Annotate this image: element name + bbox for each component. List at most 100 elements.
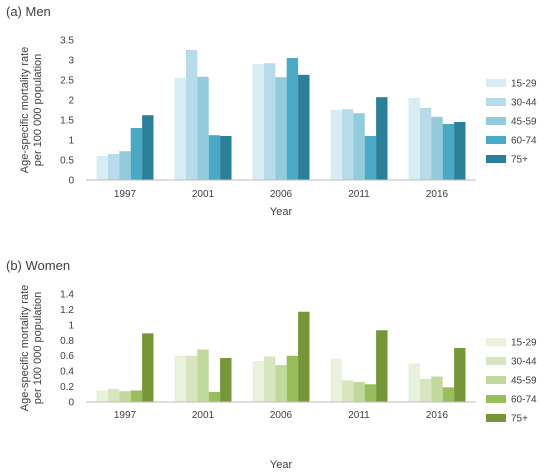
bar (174, 78, 186, 180)
legend-label: 30-44 (511, 98, 537, 109)
bar (454, 122, 466, 180)
bar (130, 390, 143, 402)
y-tick-label: 2 (68, 96, 74, 107)
y-axis-title-line-1: Age-specific mortality rate (19, 285, 31, 412)
x-tick-label: 1997 (114, 410, 137, 421)
x-tick-labels: 1997 2001 2006 2011 2016 (114, 410, 449, 421)
y-tick-label: 1.2 (60, 305, 74, 316)
bar (220, 358, 232, 402)
legend-swatch (486, 136, 506, 144)
legend: 15-29 30-44 45-59 60-74 75+ (486, 79, 537, 166)
y-tick-label: 0.6 (60, 351, 74, 362)
legend-swatch (486, 395, 506, 403)
bar (376, 330, 388, 402)
bar (298, 311, 310, 402)
x-tick-label: 2011 (348, 410, 370, 421)
bars (96, 311, 466, 402)
y-axis-title-line-2: per 100 000 population (32, 54, 44, 167)
bar (286, 355, 299, 402)
y-tick-label: 1.4 (60, 290, 74, 301)
bar (442, 387, 455, 402)
bar (208, 391, 221, 402)
y-tick-label: 2.5 (60, 76, 74, 87)
bar (96, 390, 108, 402)
y-axis-title-line-2: per 100 000 population (32, 292, 44, 405)
y-tick-label: 0.5 (60, 156, 74, 167)
legend-swatch (486, 414, 506, 422)
bar (419, 108, 432, 180)
bar (431, 116, 443, 180)
legend-swatch (486, 376, 506, 384)
x-tick-label: 2001 (192, 410, 215, 421)
bar (419, 378, 432, 402)
y-axis-title-line-1: Age-specific mortality rate (19, 47, 31, 174)
bar (275, 77, 287, 180)
bar (263, 63, 276, 181)
bar (142, 333, 154, 402)
x-tick-label: 2006 (270, 189, 293, 200)
bar (263, 356, 276, 402)
bar (119, 151, 131, 180)
panel-title: (b) Women (6, 258, 70, 273)
bar (107, 154, 120, 180)
x-axis-title: Year (270, 206, 293, 218)
bar (185, 50, 198, 180)
y-tick-labels: 0 0.2 0.4 0.6 0.8 1 1.2 1.4 (60, 290, 74, 409)
bar (252, 64, 264, 180)
x-tick-label: 2001 (192, 189, 215, 200)
legend: 15-29 30-44 45-59 60-74 75+ (486, 338, 537, 425)
bar (174, 355, 186, 402)
y-tick-label: 0.4 (60, 367, 74, 378)
legend-label: 30-44 (511, 357, 537, 368)
bar (341, 109, 354, 180)
y-tick-label: 1.5 (60, 116, 74, 127)
legend-label: 15-29 (511, 338, 537, 349)
legend-label: 60-74 (511, 395, 537, 406)
bar (96, 156, 108, 180)
bars (96, 50, 466, 181)
legend-label: 60-74 (511, 136, 537, 147)
bar (220, 136, 232, 180)
panel-title: (a) Men (6, 4, 51, 19)
legend-label: 15-29 (511, 79, 537, 90)
legend-label: 45-59 (511, 376, 537, 387)
bar (208, 135, 221, 180)
legend-label: 75+ (511, 414, 528, 425)
bar (330, 110, 342, 180)
bar (130, 128, 143, 180)
x-tick-label: 2006 (270, 410, 293, 421)
x-axis-title: Year (270, 459, 293, 471)
legend-swatch (486, 98, 506, 106)
y-tick-label: 0.2 (60, 382, 74, 393)
bar (185, 355, 198, 402)
y-tick-label: 3.5 (60, 36, 74, 47)
y-axis-title: Age-specific mortality rate per 100 000 … (19, 47, 44, 174)
x-tick-label: 1997 (114, 189, 137, 200)
bar (119, 391, 131, 402)
y-tick-label: 0.8 (60, 336, 74, 347)
panel-women: (b) Women Age-specific mortality rate pe… (6, 258, 537, 471)
y-tick-label: 1 (68, 320, 74, 331)
panel-men: (a) Men Age-specific mortality rate per … (6, 4, 537, 218)
legend-swatch (486, 357, 506, 365)
y-tick-label: 3 (68, 56, 74, 67)
bar (341, 380, 354, 402)
x-tick-label: 2016 (426, 189, 449, 200)
legend-swatch (486, 79, 506, 87)
bar (408, 363, 420, 402)
bar (431, 376, 443, 402)
bar (364, 384, 377, 402)
y-axis-title: Age-specific mortality rate per 100 000 … (19, 285, 44, 412)
y-tick-label: 0 (68, 176, 74, 187)
x-tick-labels: 1997 2001 2006 2011 2016 (114, 189, 449, 200)
legend-label: 75+ (511, 155, 528, 166)
legend-swatch (486, 338, 506, 346)
bar (330, 358, 342, 402)
legend-swatch (486, 155, 506, 163)
legend-swatch (486, 117, 506, 125)
legend-label: 45-59 (511, 117, 537, 128)
y-tick-labels: 0 0.5 1 1.5 2 2.5 3 3.5 (60, 36, 74, 187)
bar (454, 348, 466, 402)
bar (408, 98, 420, 180)
